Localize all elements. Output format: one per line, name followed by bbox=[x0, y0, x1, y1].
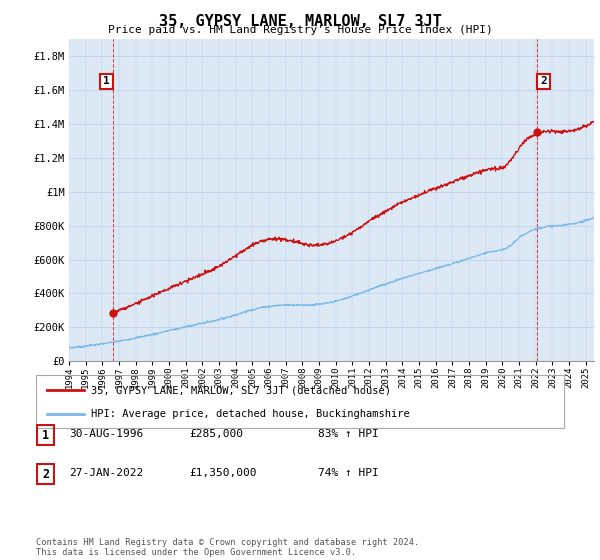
Text: HPI: Average price, detached house, Buckinghamshire: HPI: Average price, detached house, Buck… bbox=[91, 409, 410, 419]
Text: Contains HM Land Registry data © Crown copyright and database right 2024.
This d: Contains HM Land Registry data © Crown c… bbox=[36, 538, 419, 557]
Text: 1: 1 bbox=[42, 428, 49, 442]
Text: 30-AUG-1996: 30-AUG-1996 bbox=[69, 429, 143, 439]
Text: 27-JAN-2022: 27-JAN-2022 bbox=[69, 468, 143, 478]
Text: 2: 2 bbox=[540, 77, 547, 86]
Text: 83% ↑ HPI: 83% ↑ HPI bbox=[318, 429, 379, 439]
Text: 2: 2 bbox=[42, 468, 49, 481]
Text: 35, GYPSY LANE, MARLOW, SL7 3JT: 35, GYPSY LANE, MARLOW, SL7 3JT bbox=[158, 14, 442, 29]
Text: Price paid vs. HM Land Registry's House Price Index (HPI): Price paid vs. HM Land Registry's House … bbox=[107, 25, 493, 35]
Text: £1,350,000: £1,350,000 bbox=[189, 468, 257, 478]
Text: 74% ↑ HPI: 74% ↑ HPI bbox=[318, 468, 379, 478]
Text: £285,000: £285,000 bbox=[189, 429, 243, 439]
Text: 1: 1 bbox=[103, 77, 110, 86]
Text: 35, GYPSY LANE, MARLOW, SL7 3JT (detached house): 35, GYPSY LANE, MARLOW, SL7 3JT (detache… bbox=[91, 385, 391, 395]
